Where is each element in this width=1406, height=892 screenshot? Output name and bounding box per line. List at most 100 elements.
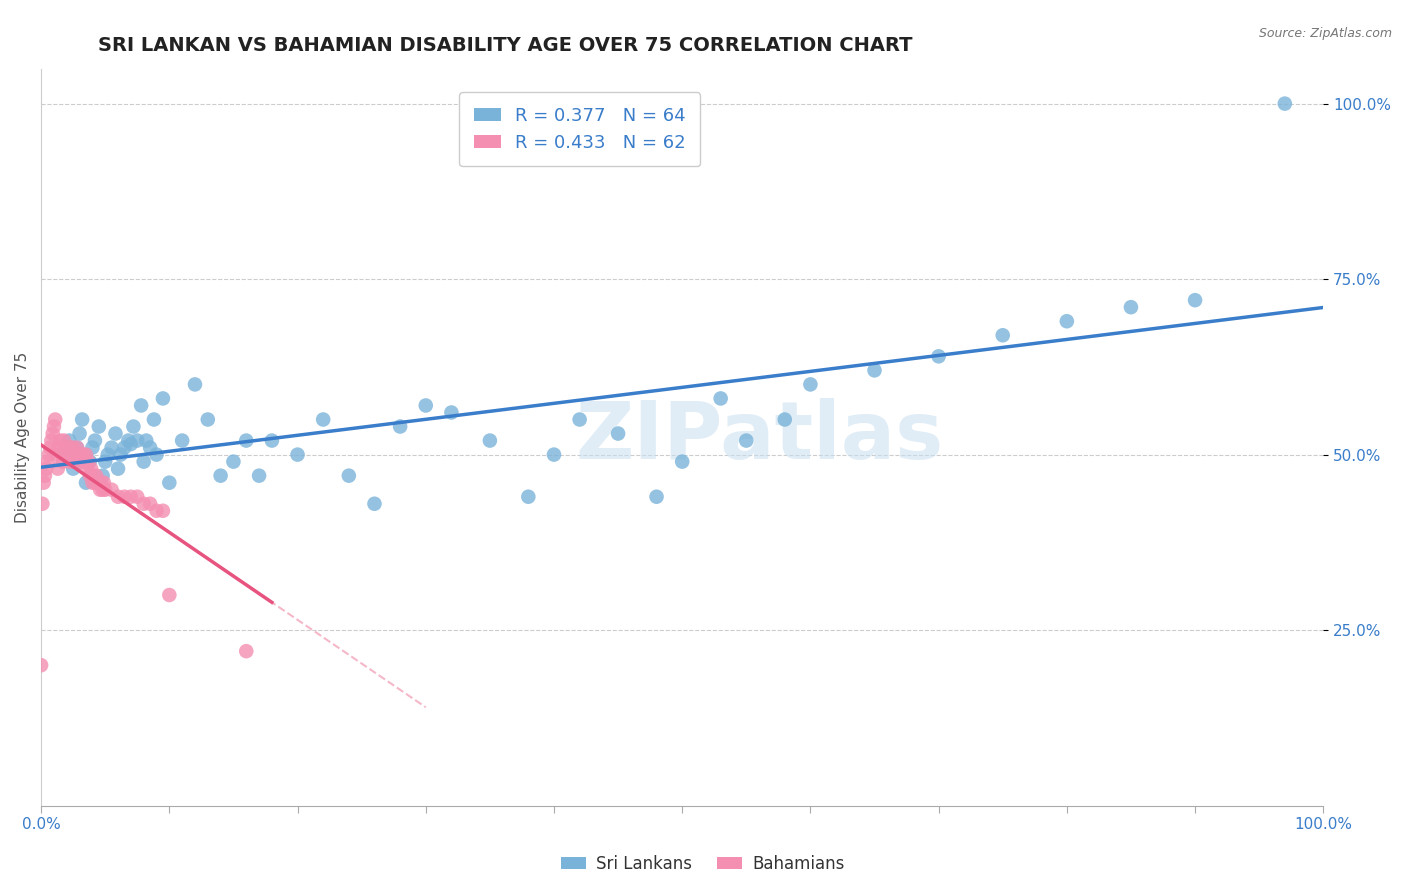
- Point: [60, 448, 83, 462]
- Point: [76, 461, 98, 475]
- Point: [247, 468, 270, 483]
- Point: [49, 434, 72, 448]
- Point: [73, 455, 96, 469]
- Point: [55, 448, 77, 462]
- Point: [145, 448, 167, 462]
- Point: [94, 455, 117, 469]
- Point: [104, 426, 127, 441]
- Point: [70, 412, 93, 426]
- Point: [100, 441, 122, 455]
- Point: [46, 461, 69, 475]
- Point: [70, 448, 93, 462]
- Point: [117, 434, 139, 448]
- Point: [70, 455, 93, 469]
- Point: [235, 434, 257, 448]
- Point: [83, 468, 105, 483]
- Point: [110, 448, 132, 462]
- Point: [58, 455, 80, 469]
- Point: [89, 483, 111, 497]
- Point: [735, 434, 758, 448]
- Point: [152, 392, 174, 406]
- Point: [122, 419, 145, 434]
- Point: [51, 448, 73, 462]
- Point: [79, 468, 101, 483]
- Point: [59, 441, 82, 455]
- Point: [45, 448, 67, 462]
- Point: [53, 434, 76, 448]
- Point: [90, 475, 112, 490]
- Point: [197, 412, 219, 426]
- Point: [645, 490, 668, 504]
- Point: [671, 455, 693, 469]
- Legend: R = 0.377   N = 64, R = 0.433   N = 62: R = 0.377 N = 64, R = 0.433 N = 62: [460, 92, 700, 166]
- Point: [543, 448, 565, 462]
- Point: [91, 468, 114, 483]
- Point: [135, 434, 157, 448]
- Legend: Sri Lankans, Bahamians: Sri Lankans, Bahamians: [554, 848, 852, 880]
- Point: [86, 475, 108, 490]
- Point: [82, 475, 104, 490]
- Point: [222, 455, 245, 469]
- Point: [72, 448, 94, 462]
- Point: [55, 441, 77, 455]
- Point: [58, 434, 80, 448]
- Point: [337, 468, 360, 483]
- Point: [440, 405, 463, 419]
- Point: [69, 426, 91, 441]
- Point: [100, 483, 122, 497]
- Point: [1184, 293, 1206, 308]
- Point: [129, 399, 152, 413]
- Point: [415, 399, 437, 413]
- Point: [107, 490, 129, 504]
- Point: [863, 363, 886, 377]
- Point: [34, 468, 56, 483]
- Point: [478, 434, 501, 448]
- Point: [773, 412, 796, 426]
- Text: ZIPatlas: ZIPatlas: [575, 398, 943, 476]
- Point: [363, 497, 385, 511]
- Point: [157, 588, 180, 602]
- Point: [56, 441, 79, 455]
- Point: [94, 483, 117, 497]
- Point: [41, 434, 63, 448]
- Point: [607, 426, 630, 441]
- Point: [260, 434, 283, 448]
- Point: [62, 461, 84, 475]
- Point: [30, 658, 52, 673]
- Point: [67, 448, 90, 462]
- Point: [127, 490, 149, 504]
- Point: [37, 455, 59, 469]
- Point: [127, 434, 149, 448]
- Point: [139, 497, 162, 511]
- Point: [142, 412, 165, 426]
- Point: [53, 448, 76, 462]
- Point: [52, 455, 75, 469]
- Point: [38, 448, 60, 462]
- Point: [84, 434, 107, 448]
- Point: [710, 392, 733, 406]
- Point: [93, 475, 115, 490]
- Point: [132, 455, 155, 469]
- Point: [69, 455, 91, 469]
- Point: [799, 377, 821, 392]
- Point: [928, 349, 950, 363]
- Point: [152, 504, 174, 518]
- Point: [114, 441, 136, 455]
- Text: Source: ZipAtlas.com: Source: ZipAtlas.com: [1258, 27, 1392, 40]
- Point: [145, 504, 167, 518]
- Point: [65, 448, 87, 462]
- Point: [44, 412, 66, 426]
- Y-axis label: Disability Age Over 75: Disability Age Over 75: [15, 351, 30, 523]
- Point: [91, 483, 114, 497]
- Point: [62, 441, 84, 455]
- Point: [48, 441, 70, 455]
- Point: [157, 475, 180, 490]
- Point: [39, 441, 62, 455]
- Point: [84, 475, 107, 490]
- Point: [41, 426, 63, 441]
- Point: [139, 441, 162, 455]
- Point: [97, 448, 120, 462]
- Point: [1056, 314, 1078, 328]
- Point: [77, 455, 100, 469]
- Point: [84, 468, 107, 483]
